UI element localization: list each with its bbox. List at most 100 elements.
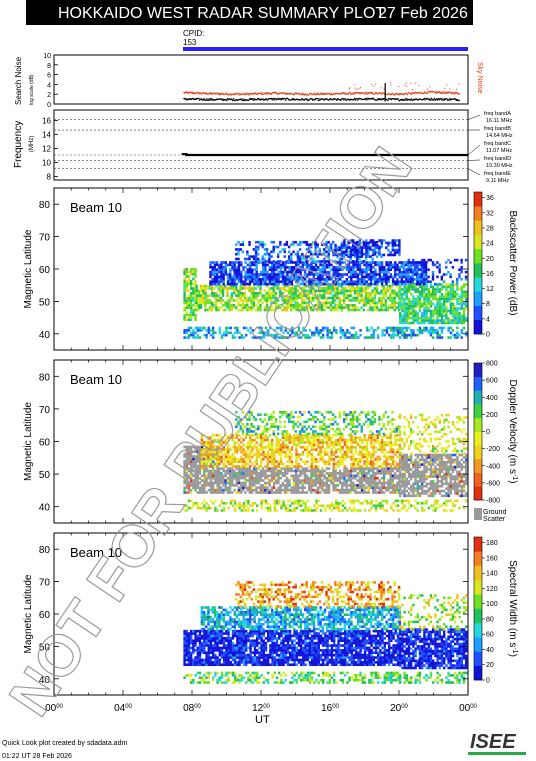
velocity-cell (367, 479, 370, 482)
velocity-cell (231, 469, 234, 473)
power-cell (349, 255, 352, 258)
power-cell (365, 270, 368, 274)
power-cell (405, 307, 408, 310)
power-cell (290, 252, 293, 256)
search-noise-point (235, 99, 238, 101)
power-cell (220, 268, 223, 271)
power-cell (421, 283, 424, 286)
power-cell (218, 280, 221, 283)
velocity-cell (205, 476, 208, 480)
search-noise-point (430, 97, 433, 99)
search-noise-point (341, 98, 343, 100)
power-cell (303, 268, 307, 271)
power-cell (432, 292, 435, 296)
power-cell (283, 296, 286, 300)
search-noise-point (364, 97, 367, 100)
power-cell (262, 275, 265, 279)
power-cell (371, 251, 375, 254)
power-cell (410, 288, 413, 291)
velocity-cell (288, 488, 291, 492)
power-cell (387, 278, 390, 281)
power-cell (281, 266, 285, 269)
power-cell (248, 306, 251, 309)
power-cell (327, 255, 330, 258)
power-cell (265, 252, 269, 256)
power-cell (285, 306, 289, 309)
velocity-cell (325, 488, 329, 492)
power-cell (276, 303, 280, 307)
power-ytick-label: 50 (39, 297, 51, 308)
power-cell (312, 294, 315, 297)
power-cell (251, 278, 254, 281)
velocity-cell (196, 474, 199, 478)
power-cell (349, 248, 353, 252)
search-noise-point (233, 99, 236, 101)
power-cell (347, 268, 351, 271)
velocity-cell (250, 486, 254, 490)
power-cell (380, 296, 383, 300)
velocity-cell (349, 469, 353, 473)
power-cell (230, 294, 234, 297)
search-noise-point (449, 98, 451, 100)
velocity-cell (259, 474, 263, 478)
sky-noise-point (424, 91, 427, 94)
sky-noise-point (418, 85, 420, 87)
velocity-cell (277, 472, 280, 475)
search-noise-point (270, 97, 273, 100)
power-cell (440, 304, 444, 308)
power-cell (407, 266, 410, 269)
power-cell (276, 260, 280, 263)
power-cell (273, 278, 276, 281)
search-noise-point (409, 99, 411, 101)
velocity-cell (367, 488, 370, 492)
power-cell (352, 333, 356, 337)
power-cell (438, 288, 441, 291)
power-cell (264, 266, 267, 269)
velocity-cell (401, 506, 404, 510)
power-cell (347, 275, 351, 279)
power-cell (405, 275, 408, 279)
power-cell (374, 244, 377, 247)
power-cell (434, 290, 437, 294)
power-cell (303, 301, 306, 305)
sky-noise-point (451, 92, 453, 95)
power-cell (276, 252, 280, 256)
power-cell (231, 275, 234, 279)
power-cell (389, 299, 392, 302)
power-cell (394, 273, 397, 276)
power-cell (297, 270, 300, 274)
velocity-cell (306, 499, 309, 503)
power-cell (401, 300, 404, 303)
power-cell (244, 280, 247, 283)
velocity-cell (301, 469, 304, 473)
velocity-cell (283, 469, 287, 473)
power-cell (423, 316, 426, 320)
power-cell (221, 303, 225, 307)
power-colorbar-segment (474, 319, 482, 335)
power-cell (220, 261, 223, 264)
velocity-cell (268, 484, 271, 487)
velocity-cell (292, 488, 296, 492)
search-noise-point (276, 98, 278, 100)
power-cell (235, 248, 238, 251)
power-cell (325, 245, 328, 249)
power-cell (273, 280, 276, 283)
velocity-cell (272, 481, 276, 485)
power-cell (243, 303, 247, 307)
velocity-cell (325, 476, 329, 480)
search-noise-point (413, 99, 416, 101)
power-cell (218, 268, 221, 271)
power-cell (316, 245, 319, 249)
velocity-cell (253, 467, 256, 470)
power-cell (237, 275, 241, 279)
velocity-cell (237, 474, 241, 478)
power-cell (460, 304, 463, 308)
power-cell (418, 329, 422, 332)
power-cell (276, 284, 280, 288)
power-cell (436, 304, 439, 308)
power-cell (325, 260, 328, 263)
velocity-cell (261, 469, 265, 473)
power-cell (360, 294, 363, 297)
power-cell (229, 263, 232, 267)
search-noise-point (206, 98, 208, 100)
